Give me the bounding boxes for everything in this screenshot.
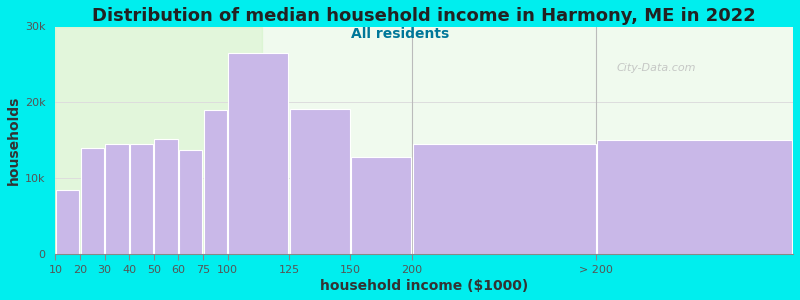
- Bar: [228, 53, 289, 254]
- Bar: [130, 144, 153, 254]
- Bar: [351, 157, 411, 254]
- Bar: [290, 109, 350, 254]
- Bar: [106, 144, 129, 254]
- Bar: [203, 110, 227, 254]
- Bar: [413, 144, 596, 254]
- Bar: [56, 190, 79, 254]
- Bar: [81, 148, 104, 254]
- Bar: [179, 150, 202, 254]
- X-axis label: household income ($1000): household income ($1000): [320, 279, 528, 293]
- Y-axis label: households: households: [7, 96, 21, 185]
- Bar: [597, 140, 793, 254]
- Bar: [55, 26, 262, 254]
- Text: All residents: All residents: [351, 27, 449, 41]
- Title: Distribution of median household income in Harmony, ME in 2022: Distribution of median household income …: [92, 7, 756, 25]
- Text: City-Data.com: City-Data.com: [616, 62, 695, 73]
- Bar: [154, 139, 178, 254]
